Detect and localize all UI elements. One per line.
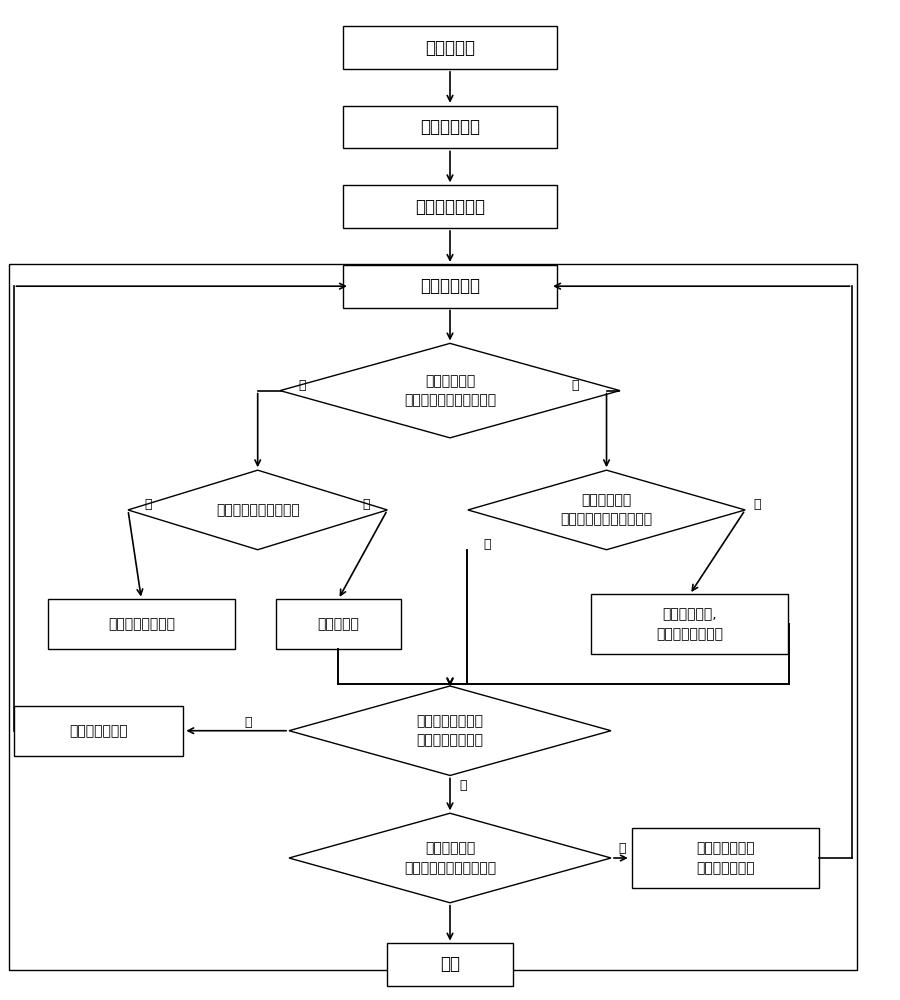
Polygon shape: [280, 343, 620, 438]
FancyBboxPatch shape: [48, 599, 235, 649]
Polygon shape: [468, 470, 745, 550]
Polygon shape: [128, 470, 387, 550]
FancyBboxPatch shape: [275, 599, 400, 649]
Text: 常规叉路检测
当前位置点是否存在叉路: 常规叉路检测 当前位置点是否存在叉路: [561, 493, 652, 527]
Text: 前进一个步长: 前进一个步长: [420, 277, 480, 295]
Text: 影像预处理: 影像预处理: [425, 39, 475, 57]
FancyBboxPatch shape: [14, 706, 184, 756]
Text: 是否有未追踪过的支路: 是否有未追踪过的支路: [216, 503, 300, 517]
Text: 是: 是: [362, 498, 370, 511]
FancyBboxPatch shape: [591, 594, 788, 654]
FancyBboxPatch shape: [343, 185, 557, 228]
Text: 是: 是: [299, 379, 306, 392]
Text: 转至该支路: 转至该支路: [318, 617, 359, 631]
FancyBboxPatch shape: [343, 26, 557, 69]
Text: 旋转角度纹理匹配
是否超过方差阈值: 旋转角度纹理匹配 是否超过方差阈值: [417, 714, 483, 747]
Text: 是: 是: [753, 498, 760, 511]
Text: 模板参数设定: 模板参数设定: [420, 118, 480, 136]
Text: 否: 否: [244, 716, 252, 729]
Polygon shape: [289, 686, 611, 775]
Text: 历史叉路检测
是否遇到先前已识别叉路: 历史叉路检测 是否遇到先前已识别叉路: [404, 374, 496, 407]
Polygon shape: [289, 813, 611, 903]
Text: 新建叉路对象,
转至其中一条支路: 新建叉路对象, 转至其中一条支路: [656, 608, 724, 641]
Text: 有: 有: [618, 842, 626, 855]
Text: 初始化追踪线段: 初始化追踪线段: [415, 198, 485, 216]
Text: 否: 否: [484, 538, 491, 551]
Text: 遍历叉路对象
检测是否有未走过的支路: 遍历叉路对象 检测是否有未走过的支路: [404, 841, 496, 875]
Text: 当前路段追踪停止: 当前路段追踪停止: [108, 617, 175, 631]
Text: 否: 否: [145, 498, 152, 511]
Text: 是: 是: [460, 779, 467, 792]
FancyBboxPatch shape: [343, 106, 557, 148]
FancyBboxPatch shape: [632, 828, 819, 888]
Text: 否: 否: [572, 379, 579, 392]
Text: 确认当前道路点: 确认当前道路点: [69, 724, 128, 738]
Text: 将该支路自动设
为新的追踪起点: 将该支路自动设 为新的追踪起点: [697, 841, 755, 875]
FancyBboxPatch shape: [387, 943, 513, 986]
Text: 结束: 结束: [440, 955, 460, 973]
FancyBboxPatch shape: [343, 265, 557, 308]
